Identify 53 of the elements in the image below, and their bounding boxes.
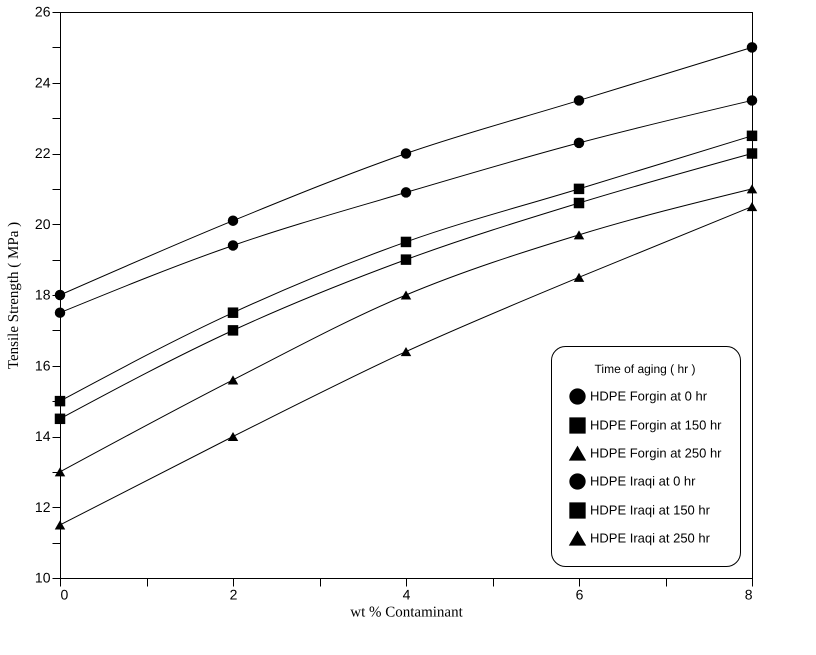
x-tick-label: 2 xyxy=(230,586,238,602)
point xyxy=(400,148,412,159)
x-tick-label: 6 xyxy=(576,586,584,602)
y-axis-title: Tensile Strength ( MPa ) xyxy=(6,222,22,370)
x-tick-label: 4 xyxy=(402,586,411,602)
y-tick-label: 24 xyxy=(34,74,51,90)
point xyxy=(54,307,66,318)
point xyxy=(746,130,758,142)
x-axis-title: wt % Contaminant xyxy=(350,604,464,620)
x-tick-label: 0 xyxy=(60,586,68,602)
point xyxy=(746,184,758,194)
point xyxy=(54,467,66,476)
y-tick-label: 18 xyxy=(34,286,51,302)
point xyxy=(400,347,412,356)
point xyxy=(574,230,584,240)
y-tick-label: 20 xyxy=(34,216,51,232)
legend-title: Time of aging ( hr ) xyxy=(594,362,696,376)
point xyxy=(574,184,584,194)
y-tick-label: 22 xyxy=(34,145,51,161)
point xyxy=(746,42,758,53)
point xyxy=(54,396,66,406)
point xyxy=(746,95,758,106)
point xyxy=(228,240,238,251)
point xyxy=(574,198,584,208)
y-tick-label: 10 xyxy=(34,570,51,586)
point xyxy=(228,215,238,226)
point xyxy=(228,307,238,318)
point xyxy=(228,325,238,336)
point xyxy=(400,236,412,248)
y-tick-label: 16 xyxy=(34,357,51,374)
point xyxy=(228,375,238,384)
x-tick-label: 8 xyxy=(744,586,753,602)
point xyxy=(54,520,66,530)
point xyxy=(574,95,584,106)
point xyxy=(746,148,758,159)
point xyxy=(400,290,412,300)
point xyxy=(574,272,584,282)
y-tick-label: 12 xyxy=(34,498,51,515)
point xyxy=(746,202,758,212)
point xyxy=(400,254,412,265)
point xyxy=(54,290,66,300)
point xyxy=(54,414,66,424)
legend-label: HDPE Forgin at 0 hr xyxy=(590,388,708,404)
legend-label: HDPE Iraqi at 150 hr xyxy=(590,502,711,518)
point xyxy=(574,138,584,148)
point xyxy=(400,187,412,198)
point xyxy=(228,432,238,442)
y-tick-label: 14 xyxy=(34,428,51,444)
legend-label: HDPE Forgin at 250 hr xyxy=(590,446,722,460)
legend-label: HDPE Iraqi at 250 hr xyxy=(590,530,711,546)
y-tick-label: 26 xyxy=(34,4,51,20)
legend-label: HDPE Iraqi at 0 hr xyxy=(590,474,696,488)
legend-label: HDPE Forgin at 150 hr xyxy=(590,418,722,432)
